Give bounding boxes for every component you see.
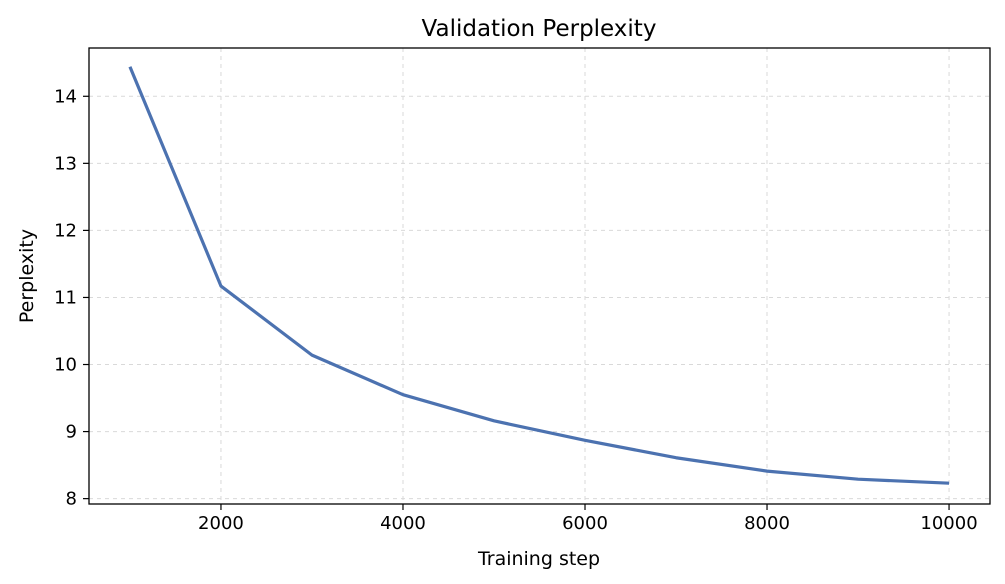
y-tick-label: 13 [54, 153, 77, 174]
series-line [128, 66, 950, 485]
plot-area-frame [88, 47, 991, 505]
y-tick-label: 11 [54, 287, 77, 308]
series-layer [128, 66, 950, 485]
y-tick-label: 12 [54, 220, 77, 241]
x-tick-label: 4000 [380, 513, 426, 534]
y-tick-label: 10 [54, 355, 77, 376]
y-tick-label: 9 [66, 422, 77, 443]
x-tick-label: 2000 [198, 513, 244, 534]
y-axis-ticks: 8 9 10 11 12 13 14 [54, 86, 89, 510]
x-axis-ticks: 2000 4000 6000 8000 10000 [198, 504, 978, 534]
y-tick-label: 8 [66, 489, 77, 510]
x-tick-label: 6000 [562, 513, 608, 534]
x-tick-label: 8000 [744, 513, 790, 534]
chart-title: Validation Perplexity [422, 16, 657, 42]
y-axis-label: Perplexity [16, 229, 38, 323]
y-tick-label: 14 [54, 86, 77, 107]
x-tick-label: 10000 [920, 513, 977, 534]
x-axis-label: Training step [477, 548, 600, 570]
